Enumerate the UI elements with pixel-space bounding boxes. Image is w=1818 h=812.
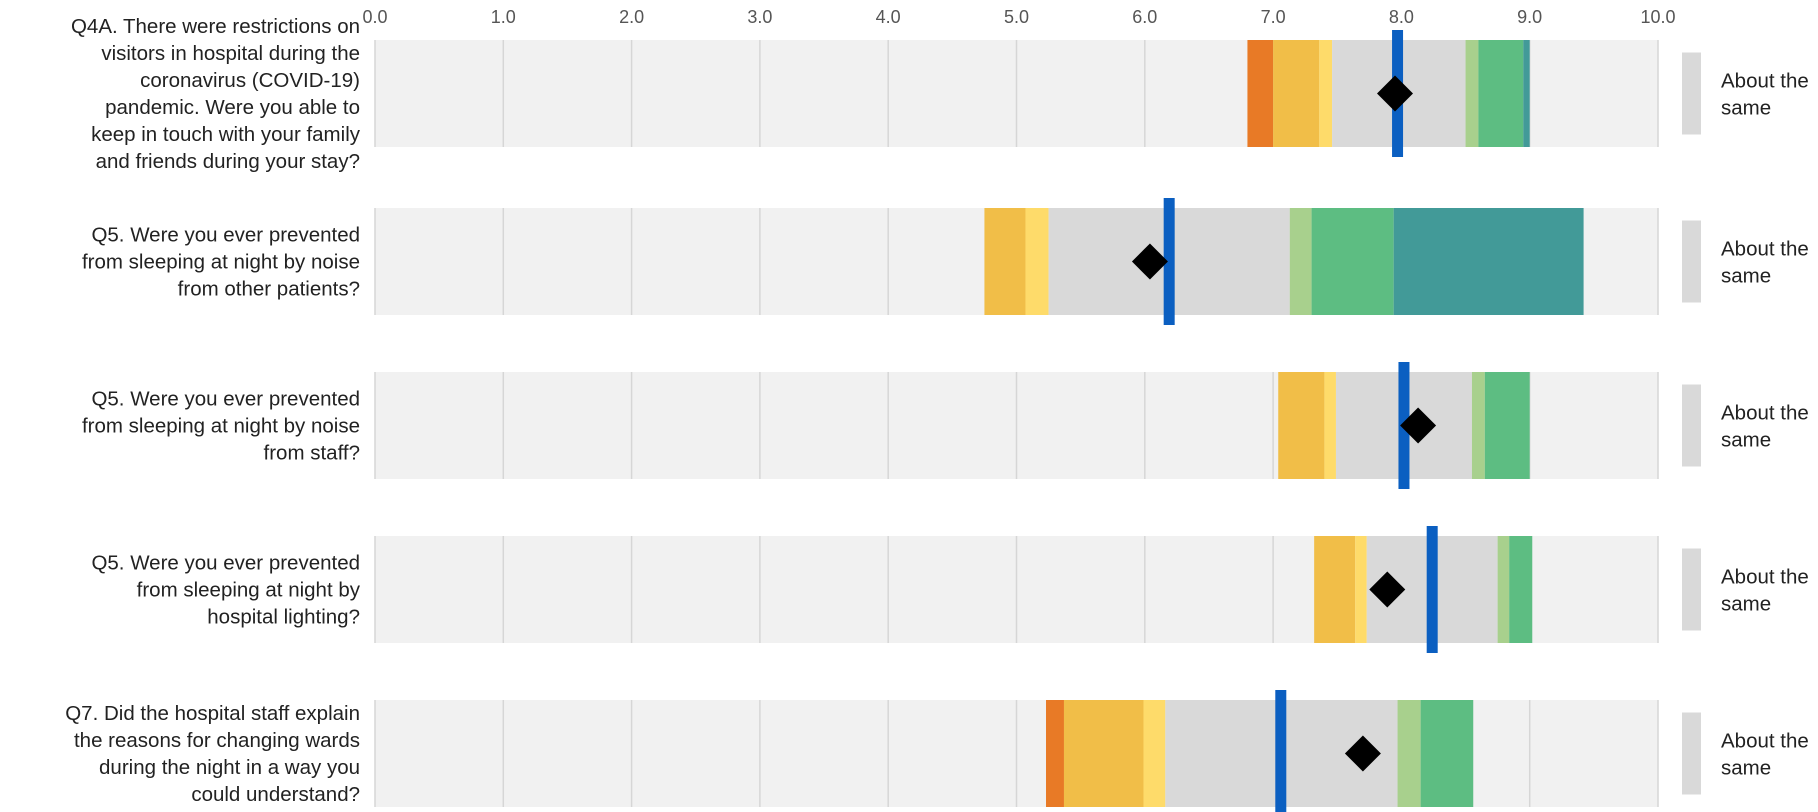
- score-band: [1289, 208, 1312, 315]
- status-box: [1682, 712, 1701, 795]
- x-tick-label: 10.0: [1640, 7, 1675, 27]
- status-column: About the same About the same About the same A…: [1682, 52, 1809, 795]
- question-label-line: hospital lighting?: [207, 606, 360, 629]
- question-labels: Q4A. There were restrictions on visitors …: [65, 15, 361, 806]
- score-band: [1420, 700, 1474, 807]
- question-label-line: keep in touch with your family: [91, 123, 361, 146]
- x-tick-label: 2.0: [619, 7, 644, 27]
- score-diamond: [1376, 75, 1413, 112]
- x-tick-label: 7.0: [1261, 7, 1286, 27]
- question-label-line: Q5. Were you ever prevented: [91, 224, 360, 247]
- x-tick-label: 0.0: [362, 7, 387, 27]
- question-label-line: the reasons for changing wards: [74, 729, 360, 752]
- x-tick-label: 1.0: [491, 7, 516, 27]
- comparison-line: [1426, 526, 1438, 653]
- score-band: [1273, 40, 1320, 147]
- score-band: [1247, 40, 1274, 147]
- score-band: [1393, 208, 1584, 315]
- status-text: About the: [1721, 238, 1809, 261]
- question-label-line: from sleeping at night by noise: [82, 251, 360, 274]
- question-label-line: Q5. Were you ever prevented: [91, 552, 360, 575]
- question-label-line: Q4A. There were restrictions on: [71, 15, 360, 38]
- x-tick-label: 9.0: [1517, 7, 1542, 27]
- status-box: [1682, 384, 1701, 467]
- status-text: About the: [1721, 402, 1809, 425]
- status-text: same: [1721, 593, 1771, 616]
- score-diamond: [1369, 571, 1406, 608]
- score-band: [1355, 536, 1367, 643]
- status-text: same: [1721, 265, 1771, 288]
- question-label-line: could understand?: [191, 783, 360, 806]
- score-band: [1278, 372, 1325, 479]
- score-band: [1143, 700, 1166, 807]
- score-band: [1509, 536, 1533, 643]
- score-band: [1465, 40, 1479, 147]
- x-tick-label: 6.0: [1132, 7, 1157, 27]
- status-text: same: [1721, 97, 1771, 120]
- score-band: [1025, 208, 1049, 315]
- question-label-line: and friends during your stay?: [96, 150, 360, 173]
- question-label-line: during the night in a way you: [99, 756, 360, 779]
- score-diamond: [1131, 243, 1168, 280]
- status-box: [1682, 220, 1701, 303]
- score-diamond: [1400, 407, 1437, 444]
- question-label-line: coronavirus (COVID-19): [140, 69, 360, 92]
- status-text: same: [1721, 429, 1771, 452]
- question-label: Q4A. There were restrictions on visitors …: [71, 15, 361, 173]
- question-label-line: pandemic. Were you able to: [105, 96, 360, 119]
- question-label: Q5. Were you ever prevented from sleeping…: [91, 552, 360, 629]
- x-tick-label: 3.0: [747, 7, 772, 27]
- question-label-line: Q7. Did the hospital staff explain: [65, 702, 360, 725]
- score-band: [1314, 536, 1356, 643]
- score-band: [1471, 372, 1485, 479]
- status-text: About the: [1721, 730, 1809, 753]
- score-band: [1397, 700, 1421, 807]
- markers: [1131, 30, 1438, 812]
- score-band: [1497, 536, 1510, 643]
- score-band: [1311, 208, 1394, 315]
- status-text: same: [1721, 757, 1771, 780]
- score-band: [984, 208, 1026, 315]
- x-tick-label: 5.0: [1004, 7, 1029, 27]
- score-band: [1523, 40, 1530, 147]
- comparison-line: [1163, 198, 1175, 325]
- question-label-line: visitors in hospital during the: [101, 42, 360, 65]
- status-box: [1682, 548, 1701, 631]
- score-band: [1324, 372, 1336, 479]
- score-band: [1484, 372, 1530, 479]
- x-tick-label: 8.0: [1389, 7, 1414, 27]
- status-box: [1682, 52, 1701, 135]
- score-band: [1063, 700, 1144, 807]
- question-label-line: Q5. Were you ever prevented: [91, 388, 360, 411]
- question-label: Q7. Did the hospital staff explain the re…: [65, 702, 360, 806]
- question-label-line: from other patients?: [178, 278, 360, 301]
- question-label-line: from sleeping at night by noise: [82, 415, 360, 438]
- question-label: Q5. Were you ever prevented from sleeping…: [82, 224, 360, 301]
- x-axis-ticks: 0.0 1.0 2.0 3.0 4.0 5.0 6.0 7.0 8.0 9.0 10.0: [362, 7, 1675, 27]
- status-text: About the: [1721, 70, 1809, 93]
- question-label-line: from staff?: [264, 442, 360, 465]
- status-text: About the: [1721, 566, 1809, 589]
- question-label: Q5. Were you ever prevented from sleeping…: [82, 388, 360, 465]
- score-band: [1046, 700, 1064, 807]
- comparison-line: [1275, 690, 1287, 812]
- score-band: [1478, 40, 1524, 147]
- score-diamond: [1344, 735, 1381, 772]
- x-tick-label: 4.0: [876, 7, 901, 27]
- score-band: [1319, 40, 1333, 147]
- question-label-line: from sleeping at night by: [137, 579, 361, 602]
